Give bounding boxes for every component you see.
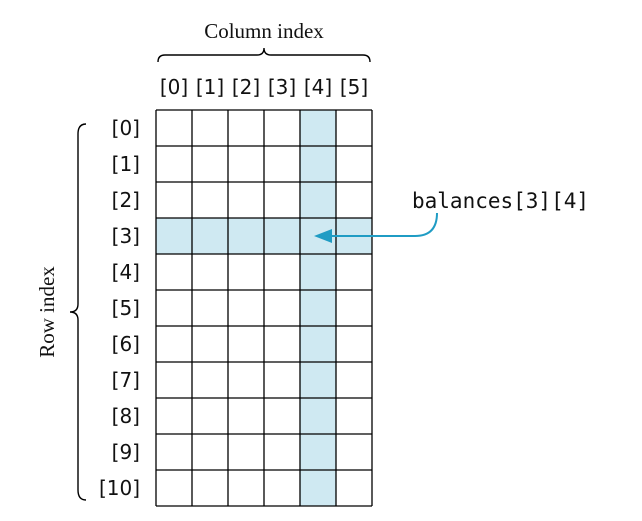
grid-cell [336, 326, 372, 362]
grid-cell [228, 290, 264, 326]
grid-cell-highlighted [300, 326, 336, 362]
row-label: [8] [112, 404, 140, 428]
grid-cell [264, 398, 300, 434]
grid-cell [156, 362, 192, 398]
grid-cell [228, 398, 264, 434]
grid-cell-highlighted [264, 218, 300, 254]
grid-cell [156, 470, 192, 506]
grid-cell [228, 182, 264, 218]
row-label: [0] [112, 116, 140, 140]
grid-cell [228, 470, 264, 506]
grid-cell [228, 434, 264, 470]
column-label: [5] [340, 75, 368, 99]
grid-cell [192, 434, 228, 470]
grid-cell [336, 146, 372, 182]
grid-cell [192, 146, 228, 182]
column-axis-title: Column index [204, 19, 324, 43]
grid-cell [228, 362, 264, 398]
grid-cell [264, 290, 300, 326]
grid-cell [192, 110, 228, 146]
grid-cell [192, 470, 228, 506]
grid-cell [192, 326, 228, 362]
grid-cell-highlighted [300, 182, 336, 218]
grid-cell [336, 254, 372, 290]
row-label: [1] [112, 152, 140, 176]
grid-cell-highlighted [228, 218, 264, 254]
grid-cell-highlighted [300, 290, 336, 326]
grid-cell [192, 362, 228, 398]
callout-arrowhead [314, 229, 332, 243]
grid-cell [228, 110, 264, 146]
column-labels: [0] [1] [2] [3] [4] [5] [160, 75, 368, 99]
row-labels: [0] [1] [2] [3] [4] [5] [6] [7] [8] [9] [10] [99, 116, 140, 500]
callout-label: balances[3][4] [412, 189, 589, 213]
row-label: [2] [112, 188, 140, 212]
column-label: [2] [232, 75, 260, 99]
grid-cell [264, 146, 300, 182]
grid-cell [192, 290, 228, 326]
grid-cell [228, 254, 264, 290]
column-label: [3] [268, 75, 296, 99]
grid-cell [156, 254, 192, 290]
grid-cell [264, 110, 300, 146]
grid-cell-highlighted [300, 398, 336, 434]
grid-cell [156, 398, 192, 434]
grid-cell [156, 182, 192, 218]
grid-cell [336, 398, 372, 434]
grid-cell [156, 146, 192, 182]
grid-cell [336, 182, 372, 218]
grid-cell [264, 362, 300, 398]
grid-cell [228, 146, 264, 182]
grid-cell-highlighted [192, 218, 228, 254]
grid-cell-highlighted [300, 254, 336, 290]
grid-cell [336, 110, 372, 146]
grid-cell [156, 434, 192, 470]
grid-cell-highlighted [156, 218, 192, 254]
row-label: [9] [112, 440, 140, 464]
grid-cell [192, 398, 228, 434]
grid-cell-highlighted [300, 146, 336, 182]
column-brace [157, 47, 371, 63]
row-axis-title: Row index [35, 266, 59, 358]
grid-cell [264, 326, 300, 362]
grid-cell-highlighted [300, 362, 336, 398]
row-label: [3] [112, 224, 140, 248]
grid-cell [264, 434, 300, 470]
grid-cell [264, 182, 300, 218]
row-brace [69, 123, 87, 501]
row-label: [4] [112, 260, 140, 284]
grid-cell [192, 254, 228, 290]
array-grid [156, 110, 372, 506]
row-label: [5] [112, 296, 140, 320]
grid-cell-highlighted [300, 434, 336, 470]
grid-cell [336, 434, 372, 470]
row-label: [7] [112, 368, 140, 392]
grid-cell [264, 254, 300, 290]
grid-cell [192, 182, 228, 218]
grid-cell [156, 290, 192, 326]
grid-cell-highlighted [300, 110, 336, 146]
row-label: [10] [99, 476, 140, 500]
grid-cell [156, 110, 192, 146]
row-label: [6] [112, 332, 140, 356]
grid-cell [336, 290, 372, 326]
grid-lines [155, 109, 373, 507]
column-label: [1] [196, 75, 224, 99]
grid-cell [228, 326, 264, 362]
grid-cell [336, 362, 372, 398]
column-label: [0] [160, 75, 188, 99]
callout-arrow-line [330, 212, 438, 237]
grid-cell-highlighted [300, 470, 336, 506]
column-label: [4] [304, 75, 332, 99]
grid-cell [336, 470, 372, 506]
grid-cell [264, 470, 300, 506]
grid-cell [156, 326, 192, 362]
